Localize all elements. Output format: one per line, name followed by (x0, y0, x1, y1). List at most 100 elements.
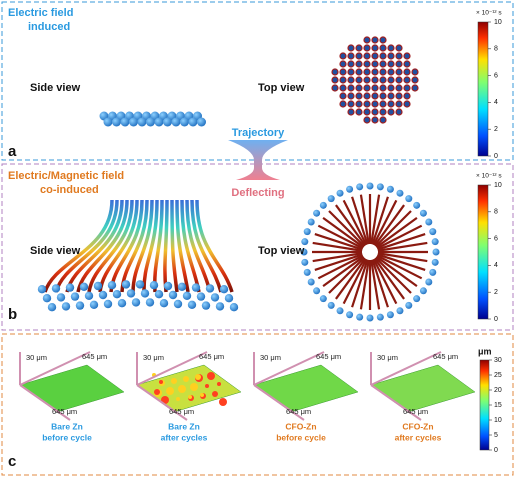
radial-arrow (377, 253, 426, 271)
ion-top (411, 84, 419, 92)
colorbar-tick-label: 2 (494, 289, 498, 296)
axis-label: 645 μm (403, 407, 428, 416)
ion-top (395, 84, 403, 92)
ion-top (403, 84, 411, 92)
axis-arrow (370, 351, 442, 386)
ion-top (379, 116, 387, 124)
roughness-peak (183, 376, 189, 382)
panel-label: c (8, 453, 16, 470)
ion-top (419, 209, 427, 217)
ion-top (346, 185, 354, 193)
ion-top (327, 301, 335, 309)
ion (56, 293, 66, 302)
ion (126, 289, 136, 298)
ion-top (387, 44, 395, 52)
radial-arrow (312, 241, 363, 252)
axis-label: 645 μm (286, 407, 311, 416)
trajectory (195, 199, 234, 293)
ion (121, 280, 131, 289)
ion-top (331, 84, 339, 92)
ion (201, 301, 211, 310)
ion-top (405, 301, 413, 309)
ion (93, 281, 103, 291)
radial-arrow (376, 224, 423, 250)
ion (79, 282, 89, 291)
radial-arrow (351, 259, 369, 308)
ion (210, 293, 220, 302)
ion-top (387, 108, 395, 116)
surface (19, 364, 125, 413)
panel-label: a (8, 143, 17, 160)
ion-top (395, 100, 403, 108)
ion-top (347, 44, 355, 52)
ion-top (387, 92, 395, 100)
ion (89, 300, 99, 309)
ion-top (413, 201, 421, 209)
roughness-peak (205, 384, 209, 388)
colorbar-tick-label: 0 (494, 316, 498, 323)
ion (171, 117, 181, 127)
radial-arrow (342, 199, 368, 246)
radial-arrow (328, 256, 366, 294)
ion (173, 299, 183, 309)
radial-arrow (377, 252, 428, 263)
panel-b-border (1, 163, 514, 331)
ion (149, 281, 159, 290)
ion-top (376, 183, 384, 191)
ion (131, 298, 141, 307)
ion-top (387, 84, 395, 92)
ion-top (403, 60, 411, 68)
ion (103, 117, 113, 127)
colorbar-tick-label: 15 (494, 402, 502, 409)
radial-arrow (351, 196, 369, 245)
transition-top: Trajectory (232, 127, 285, 139)
sample-caption: Bare Zn (51, 421, 83, 431)
radial-arrow (374, 256, 412, 294)
trajectory (76, 199, 129, 293)
ion-top (366, 182, 374, 190)
ion-top (395, 68, 403, 76)
ion-top (336, 189, 344, 197)
ion (163, 117, 172, 127)
ion-top (432, 248, 440, 256)
roughness-peak (166, 387, 174, 395)
ion-top (386, 185, 394, 193)
ion (205, 284, 215, 293)
ion-top (411, 76, 419, 84)
ion-top (301, 238, 309, 246)
roughness-peak (217, 382, 221, 386)
ion-top (331, 76, 339, 84)
axis-label: 30 μm (143, 353, 164, 362)
ion (107, 281, 117, 290)
artwork (37, 22, 440, 322)
ion-top (403, 68, 411, 76)
ion (196, 292, 206, 301)
ion-top (371, 52, 379, 60)
radial-arrow (376, 254, 423, 280)
roughness-peak (154, 389, 160, 395)
ion (163, 281, 173, 291)
axis-label: 645 μm (82, 352, 107, 361)
ion-top (395, 108, 403, 116)
ion-top (371, 116, 379, 124)
axis-label: 645 μm (52, 407, 77, 416)
colorbar-tick-label: 10 (494, 417, 502, 424)
ion-top (371, 76, 379, 84)
ion (215, 302, 225, 311)
ion (51, 284, 61, 293)
radial-arrow (317, 224, 364, 250)
axis-arrow (136, 384, 188, 421)
ion-top (346, 311, 354, 319)
colorbar-tick-label: 8 (494, 209, 498, 216)
ion-top (363, 100, 371, 108)
ion-top (355, 100, 363, 108)
roughness-peak (207, 372, 215, 380)
ion-top (395, 52, 403, 60)
radial-arrow (371, 196, 389, 245)
ion-top (327, 195, 335, 203)
ion (197, 117, 206, 127)
ion-top (347, 52, 355, 60)
colorbar-tick-label: 8 (494, 46, 498, 53)
radial-arrow (322, 217, 365, 249)
ion (37, 285, 47, 294)
